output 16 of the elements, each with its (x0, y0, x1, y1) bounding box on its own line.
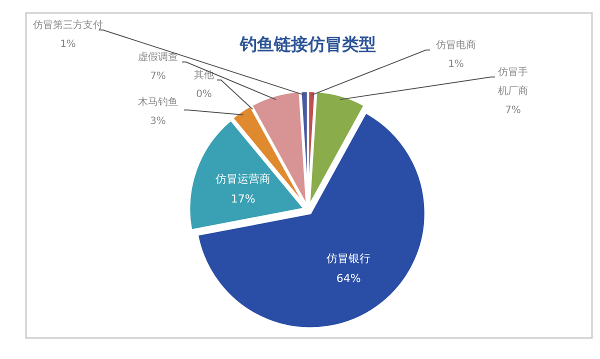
data-label: 1% (448, 59, 464, 70)
slice-label: 仿冒手机厂商 (497, 66, 528, 97)
slice-label: 虚假调查 (138, 51, 178, 63)
data-label: 1% (60, 39, 76, 50)
data-label: 7% (150, 71, 166, 82)
text: 钓鱼链接仿冒类型 (239, 35, 376, 55)
slice-label: 仿冒运营商 (214, 172, 271, 186)
slice-label: 仿冒电商 (435, 39, 476, 51)
slice-label: 仿冒银行 (326, 252, 371, 265)
slice-label: 木马钓鱼 (138, 96, 178, 108)
data-label: 3% (150, 116, 166, 127)
slice-label: 仿冒第三方支付 (32, 19, 103, 31)
data-label: 64% (336, 272, 361, 285)
data-label: 17% (230, 192, 256, 206)
data-label: 7% (505, 105, 521, 116)
text: 0% (196, 89, 212, 100)
